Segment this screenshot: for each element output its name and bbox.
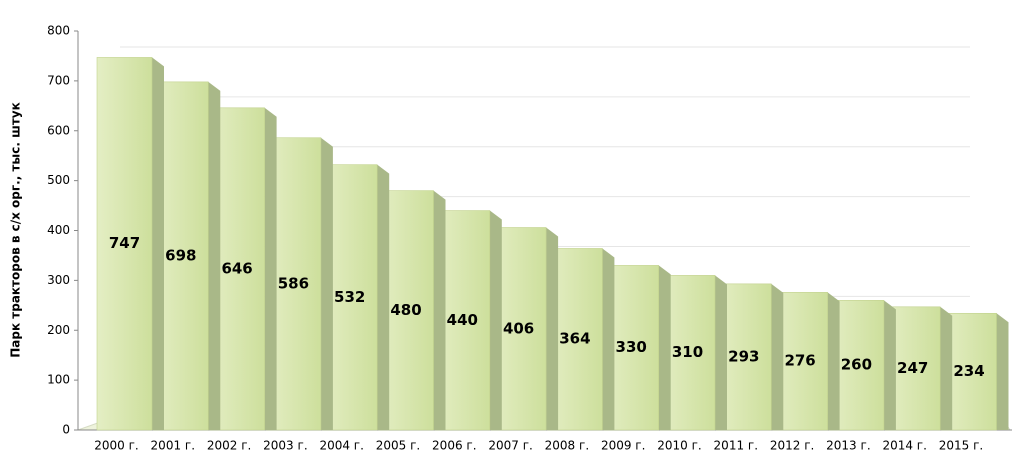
value-label: 480 xyxy=(390,301,421,319)
bar-side xyxy=(320,137,333,431)
y-tick-label: 200 xyxy=(47,323,70,337)
y-axis-label: Парк тракторов в с/х орг., тыс. штук xyxy=(9,102,23,358)
x-tick-label: 2002 г. xyxy=(207,439,251,453)
x-tick-label: 2001 г. xyxy=(151,439,195,453)
x-tick-label: 2014 г. xyxy=(882,439,926,453)
bar-group: 747 xyxy=(96,57,164,431)
x-tick-label: 2012 г. xyxy=(770,439,814,453)
x-tick-label: 2015 г. xyxy=(939,439,983,453)
y-tick-label: 400 xyxy=(47,223,70,237)
bar-side xyxy=(602,248,615,430)
bar-side xyxy=(996,313,1009,430)
value-label: 260 xyxy=(841,356,872,374)
y-tick-label: 600 xyxy=(47,123,70,137)
bar xyxy=(96,57,153,431)
x-tick-label: 2009 г. xyxy=(601,439,645,453)
value-label: 532 xyxy=(334,288,365,306)
value-label: 310 xyxy=(672,343,703,361)
value-label: 276 xyxy=(784,352,815,370)
value-label: 646 xyxy=(221,259,252,277)
x-tick-label: 2004 г. xyxy=(319,439,363,453)
y-tick-label: 300 xyxy=(47,273,70,287)
value-label: 234 xyxy=(953,362,984,380)
x-tick-label: 2000 г. xyxy=(94,439,138,453)
x-tick-label: 2005 г. xyxy=(376,439,420,453)
x-tick-label: 2008 г. xyxy=(545,439,589,453)
bar-side xyxy=(546,227,559,430)
bar-side xyxy=(715,275,727,430)
value-label: 293 xyxy=(728,347,759,365)
value-label: 364 xyxy=(559,330,590,348)
x-tick-label: 2007 г. xyxy=(488,439,532,453)
value-label: 247 xyxy=(897,359,928,377)
bar-side xyxy=(771,283,784,430)
bar-side xyxy=(883,300,896,430)
value-label: 586 xyxy=(278,274,309,292)
x-tick-label: 2006 г. xyxy=(432,439,476,453)
y-tick-label: 500 xyxy=(47,173,70,187)
bar-side xyxy=(940,306,953,430)
value-label: 698 xyxy=(165,246,196,264)
bar-side xyxy=(377,164,390,431)
x-tick-label: 2003 г. xyxy=(263,439,307,453)
value-label: 747 xyxy=(109,234,140,252)
bar-side xyxy=(264,107,277,431)
y-tick-label: 100 xyxy=(47,373,70,387)
bar-side xyxy=(489,210,502,430)
bar-side xyxy=(827,292,840,430)
x-tick-label: 2011 г. xyxy=(714,439,758,453)
bar-side xyxy=(208,81,221,430)
bar-side xyxy=(658,265,671,430)
bar-side xyxy=(152,57,164,431)
value-label: 330 xyxy=(616,338,647,356)
y-tick-label: 700 xyxy=(47,73,70,87)
bar-side xyxy=(433,190,446,430)
x-tick-label: 2013 г. xyxy=(826,439,870,453)
value-label: 406 xyxy=(503,319,534,337)
value-label: 440 xyxy=(447,311,478,329)
x-tick-label: 2010 г. xyxy=(657,439,701,453)
y-tick-label: 800 xyxy=(47,24,70,38)
y-tick-label: 0 xyxy=(62,423,70,437)
